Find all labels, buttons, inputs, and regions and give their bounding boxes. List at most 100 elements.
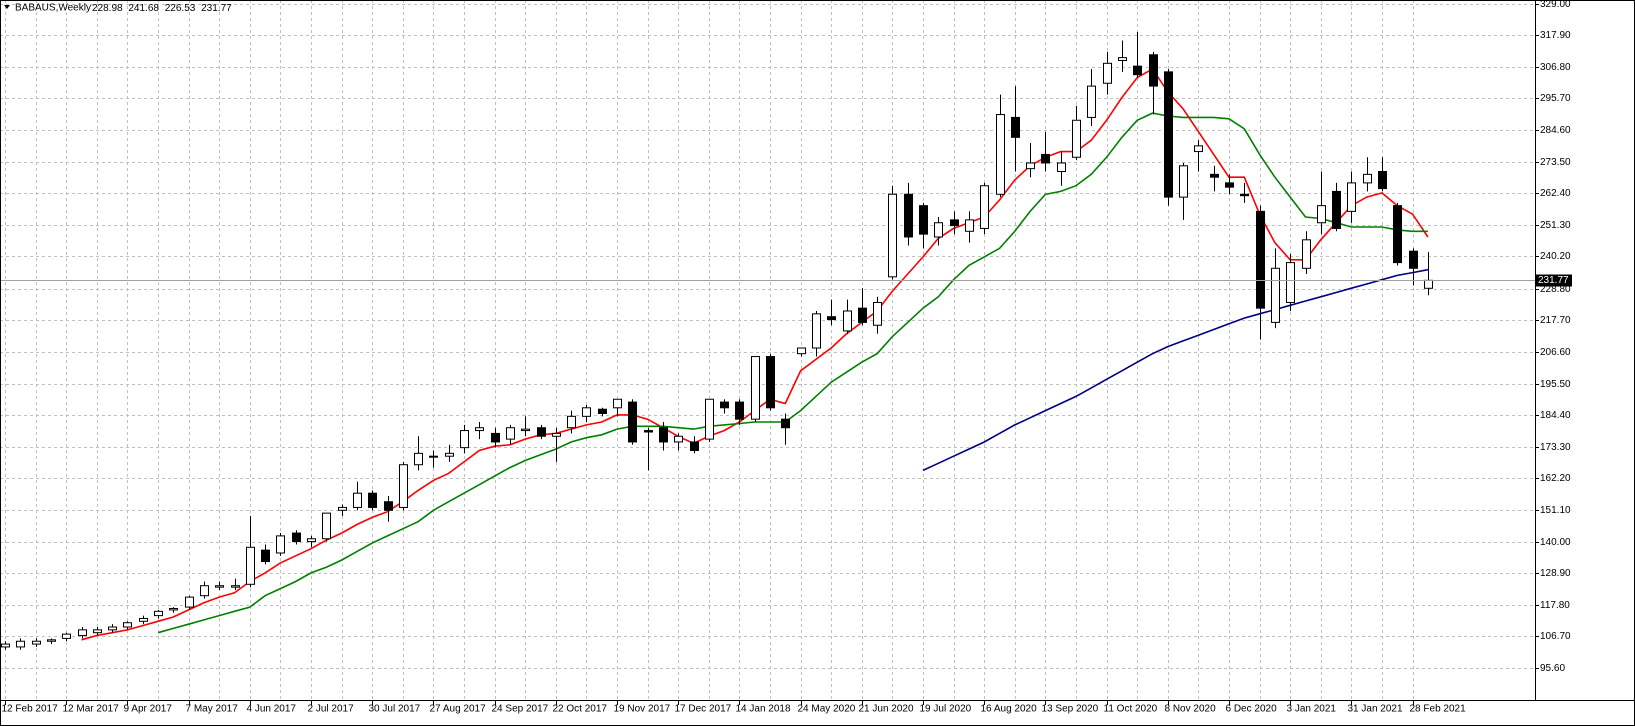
x-tick-label: 4 Jun 2017 [247, 704, 297, 715]
y-tick-label: 173.30 [1540, 442, 1571, 453]
candle-body [812, 313, 821, 349]
candle-body [292, 532, 301, 543]
candle-body [1011, 116, 1020, 138]
candle-body [996, 114, 1005, 195]
y-tick-label: 240.20 [1540, 251, 1571, 262]
x-tick-label: 6 Dec 2020 [1226, 704, 1278, 715]
candle-body [154, 610, 163, 617]
candle-body [16, 640, 25, 648]
candle-body [78, 629, 87, 637]
candle-body [1164, 71, 1173, 198]
candle-body [1225, 182, 1234, 188]
plot [0, 31, 1535, 650]
collapse-icon[interactable] [4, 5, 10, 9]
y-tick-label: 284.60 [1540, 125, 1571, 136]
y-tick-label: 140.00 [1540, 537, 1571, 548]
y-tick-label: 251.30 [1540, 220, 1571, 231]
candle-body [47, 639, 56, 642]
candle-body [246, 546, 255, 585]
candle-body [1409, 250, 1418, 269]
y-tick-label: 273.50 [1540, 157, 1571, 168]
candle-body [1087, 85, 1096, 118]
y-tick-label: 151.10 [1540, 505, 1571, 516]
candle-body [537, 427, 546, 437]
y-tick-label: 117.80 [1540, 600, 1570, 611]
candle-body [644, 430, 653, 433]
candle-body [1393, 205, 1402, 264]
candle-body [934, 222, 943, 238]
candle-body [123, 622, 132, 628]
candle-body [1332, 190, 1341, 229]
candle-body [307, 538, 316, 543]
candle-body [32, 640, 41, 645]
y-tick-label: 295.70 [1540, 93, 1571, 104]
candle-body [169, 608, 178, 611]
x-tick-label: 19 Jul 2020 [920, 704, 972, 715]
x-tick-label: 14 Jan 2018 [736, 704, 791, 715]
candle-body [521, 428, 530, 432]
candle-body [613, 398, 622, 409]
candle-body [384, 501, 393, 511]
x-tick-label: 24 Sep 2017 [492, 704, 549, 715]
candle-body [368, 492, 377, 508]
y-tick-label: 95.60 [1540, 663, 1565, 674]
candle-body [322, 512, 331, 540]
candle-body [888, 193, 897, 278]
candle-body [598, 408, 607, 414]
candle-body [904, 193, 913, 238]
candle-body [1347, 182, 1356, 212]
candle-body [628, 401, 637, 443]
candle-body [445, 452, 454, 457]
y-tick-label: 162.20 [1540, 473, 1571, 484]
candle-body [1210, 173, 1219, 178]
x-tick-label: 22 Oct 2017 [553, 704, 608, 715]
candle-body [1133, 65, 1142, 76]
y-tick-label: 184.40 [1540, 410, 1571, 421]
moving-average-line [157, 112, 1428, 634]
candle-body [766, 356, 775, 409]
x-tick-label: 21 Jun 2020 [859, 704, 914, 715]
axes: 95.60 106.70 117.80 128.90 140.00 151.10 162.2… [2, 0, 1572, 715]
x-tick-label: 2 Jul 2017 [308, 704, 355, 715]
ohlc-header: 228.98 241.68 226.53 231.77 [92, 3, 232, 14]
candle-body [200, 585, 209, 597]
candle-body [735, 401, 744, 420]
header-close: 231.77 [201, 3, 232, 14]
candle-body [980, 185, 989, 229]
y-tick-label: 195.50 [1540, 379, 1571, 390]
candle-body [950, 219, 959, 227]
y-tick-label: 206.60 [1540, 347, 1571, 358]
x-tick-label: 8 Nov 2020 [1165, 704, 1217, 715]
x-tick-label: 7 May 2017 [186, 704, 239, 715]
x-tick-label: 11 Oct 2020 [1104, 704, 1158, 715]
candle-body [567, 415, 576, 429]
x-tick-label: 31 Jan 2021 [1348, 704, 1403, 715]
candle-body [429, 455, 438, 458]
candle-body [1286, 262, 1295, 303]
candle-body [475, 427, 484, 432]
candle-body [1179, 165, 1188, 198]
y-tick-label: 128.90 [1540, 568, 1571, 579]
candle-body [1103, 62, 1112, 84]
candle-body [797, 347, 806, 355]
candle-body [1271, 267, 1280, 323]
header-open: 228.98 [92, 3, 123, 14]
y-tick-label: 306.80 [1540, 62, 1571, 73]
candle-body [751, 356, 760, 420]
candle-body [1363, 173, 1372, 184]
candle-body [659, 427, 668, 443]
header-low: 226.53 [165, 3, 196, 14]
candle-body [965, 219, 974, 232]
x-tick-label: 9 Apr 2017 [124, 704, 173, 715]
x-tick-label: 13 Sep 2020 [1042, 704, 1099, 715]
candle-body [843, 310, 852, 332]
y-tick-label: 329.00 [1540, 0, 1571, 10]
candle-body [1026, 162, 1035, 170]
candle-body [93, 629, 102, 634]
candle-body [353, 492, 362, 508]
x-tick-label: 17 Dec 2017 [675, 704, 732, 715]
candle-body [1317, 205, 1326, 224]
candle-body [139, 617, 148, 622]
